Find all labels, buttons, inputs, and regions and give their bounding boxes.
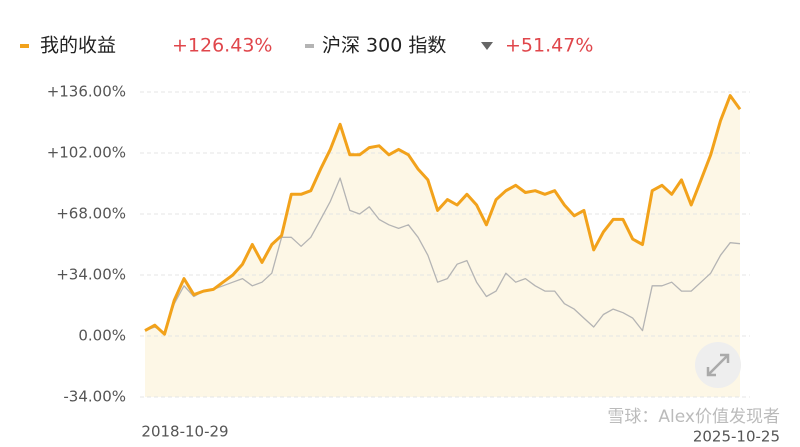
y-tick-label: 0.00% xyxy=(78,327,126,345)
x-tick-label: 2025-10-25 xyxy=(693,428,780,446)
line xyxy=(144,94,742,336)
y-tick-label: -34.00% xyxy=(63,388,126,406)
y-tick-label: +102.00% xyxy=(47,144,126,162)
legend-label: 我的收益 xyxy=(40,35,116,57)
area xyxy=(145,95,740,397)
legend-value: +126.43% xyxy=(172,35,272,57)
line xyxy=(144,177,741,334)
legend-label: 沪深 300 指数 xyxy=(322,35,446,57)
y-tick-label: +34.00% xyxy=(56,266,126,284)
index-dropdown[interactable] xyxy=(481,42,493,50)
watermark: 雪球：Alex价值发现者 xyxy=(607,407,780,427)
expand-icon-arrows xyxy=(706,353,730,377)
y-tick-label: +136.00% xyxy=(47,83,126,101)
legend-value: +51.47% xyxy=(505,35,593,57)
y-tick-label: +68.00% xyxy=(56,205,126,223)
expand-icon[interactable] xyxy=(695,342,741,388)
x-tick-label: 2018-10-29 xyxy=(141,423,228,441)
